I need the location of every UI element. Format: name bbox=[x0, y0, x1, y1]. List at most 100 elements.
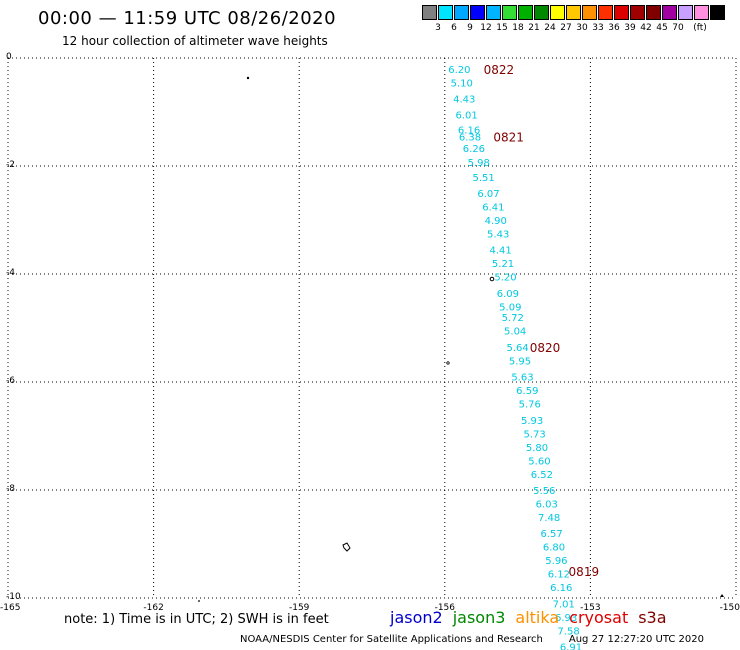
swh-value-label: 6.16 bbox=[458, 125, 480, 136]
credit-text: NOAA/NESDIS Center for Satellite Applica… bbox=[240, 634, 543, 645]
swh-value-label: 6.20 bbox=[448, 65, 470, 76]
color-scale-label: 21 bbox=[528, 23, 540, 33]
date-marks: 0822 0821 0820 0819 bbox=[484, 63, 599, 579]
color-scale-label: 18 bbox=[512, 23, 524, 33]
swh-value-label: 5.56 bbox=[533, 486, 555, 497]
date-mark-label: 0821 bbox=[493, 130, 524, 144]
island-outline bbox=[342, 542, 351, 552]
color-swatch bbox=[678, 5, 693, 20]
satellite-legend-item: s3a bbox=[638, 608, 667, 627]
island-marker bbox=[246, 76, 250, 80]
swh-value-label: 5.80 bbox=[526, 443, 548, 454]
swh-value-label: 6.52 bbox=[531, 470, 553, 481]
swh-value-label: 5.98 bbox=[468, 158, 490, 169]
color-scale-label: 36 bbox=[608, 23, 620, 33]
date-mark-label: 0819 bbox=[569, 565, 600, 579]
color-scale-label: 27 bbox=[560, 23, 572, 33]
date-mark-label: 0820 bbox=[530, 341, 561, 355]
color-swatch bbox=[630, 5, 645, 20]
satellite-legend-item: altika bbox=[515, 608, 560, 627]
footer-credit: NOAA/NESDIS Center for Satellite Applica… bbox=[240, 634, 704, 645]
color-swatch bbox=[598, 5, 613, 20]
swh-value-label: 5.04 bbox=[504, 327, 526, 338]
color-swatch bbox=[550, 5, 565, 20]
swh-value-label: 6.91 bbox=[560, 643, 582, 650]
color-swatch bbox=[470, 5, 485, 20]
satellite-legend-item: jason2 bbox=[390, 608, 443, 627]
swh-value-label: 5.10 bbox=[451, 78, 473, 89]
color-scale-label: 42 bbox=[640, 23, 652, 33]
color-swatch bbox=[438, 5, 453, 20]
color-scale-label: 15 bbox=[496, 23, 508, 33]
color-swatch bbox=[646, 5, 661, 20]
swh-value-label: 5.43 bbox=[487, 230, 509, 241]
latitude-tick-label: -2 bbox=[6, 160, 15, 170]
color-swatch bbox=[662, 5, 677, 20]
page-subtitle: 12 hour collection of altimeter wave hei… bbox=[62, 34, 328, 48]
swh-track-labels: 6.205.104.436.016.166.386.265.985.516.07… bbox=[448, 65, 582, 650]
swh-value-label: 6.57 bbox=[540, 529, 562, 540]
swh-value-label: 5.60 bbox=[528, 456, 550, 467]
latitude-tick-label: -4 bbox=[6, 268, 15, 278]
island-outlines bbox=[198, 76, 724, 602]
color-scale-label: 9 bbox=[467, 23, 473, 33]
swh-value-label: 5.64 bbox=[506, 343, 528, 354]
swh-value-label: 4.41 bbox=[489, 246, 511, 257]
color-swatch bbox=[422, 5, 437, 20]
swh-value-label: 6.38 bbox=[459, 132, 481, 143]
color-scale-label: 45 bbox=[656, 23, 668, 33]
swh-value-label: 5.95 bbox=[509, 356, 531, 367]
swh-value-label: 6.26 bbox=[463, 144, 485, 155]
swh-value-label: 6.93 bbox=[555, 613, 577, 624]
swh-value-label: 6.07 bbox=[477, 189, 499, 200]
swh-value-label: 5.51 bbox=[472, 173, 494, 184]
color-swatch bbox=[566, 5, 581, 20]
swh-value-label: 5.73 bbox=[523, 429, 545, 440]
page-title: 00:00 — 11:59 UTC 08/26/2020 bbox=[38, 8, 337, 29]
island-marker bbox=[446, 361, 450, 365]
latitude-tick-label: -8 bbox=[6, 484, 15, 494]
satellite-legend-item: cryosat bbox=[569, 608, 629, 627]
color-swatch bbox=[694, 5, 709, 20]
color-scale-label: 70 bbox=[672, 23, 684, 33]
swh-value-label: 5.76 bbox=[519, 400, 541, 411]
color-scale-label: 30 bbox=[576, 23, 588, 33]
swh-value-label: 5.96 bbox=[545, 556, 567, 567]
island-marker bbox=[198, 600, 200, 602]
swh-value-label: 6.80 bbox=[543, 543, 565, 554]
latitude-tick-labels: 0 -2 -4 -6 -8 -10 bbox=[6, 52, 21, 602]
swh-value-label: 7.48 bbox=[538, 513, 560, 524]
swh-value-label: 6.59 bbox=[516, 386, 538, 397]
map-grid bbox=[7, 57, 737, 599]
color-scale-label: 24 bbox=[544, 23, 556, 33]
longitude-tick-label: -162 bbox=[143, 603, 163, 613]
swh-value-label: 6.09 bbox=[497, 289, 519, 300]
swh-value-label: 5.20 bbox=[494, 273, 516, 284]
swh-value-label: 5.21 bbox=[492, 259, 514, 270]
swh-value-label: 6.03 bbox=[536, 500, 558, 511]
swh-value-label: 7.58 bbox=[557, 626, 579, 637]
island-outline bbox=[720, 594, 724, 597]
color-swatch bbox=[502, 5, 517, 20]
units-note: note: 1) Time is in UTC; 2) SWH is in fe… bbox=[64, 612, 329, 627]
color-scale-label: 39 bbox=[624, 23, 636, 33]
latitude-tick-label: -10 bbox=[6, 592, 21, 602]
color-scale-label: 33 bbox=[592, 23, 604, 33]
swh-value-label: 5.63 bbox=[511, 373, 533, 384]
longitude-tick-label: -150 bbox=[720, 603, 740, 613]
color-scale-label: 6 bbox=[451, 23, 457, 33]
color-scale-label: 12 bbox=[480, 23, 492, 33]
longitude-tick-label: -159 bbox=[289, 603, 310, 613]
color-swatch bbox=[534, 5, 549, 20]
generated-timestamp: Aug 27 12:27:20 UTC 2020 bbox=[568, 634, 705, 645]
swh-value-label: 7.01 bbox=[553, 599, 575, 610]
swh-value-label: 6.12 bbox=[548, 570, 570, 581]
latitude-tick-label: -6 bbox=[6, 376, 15, 386]
date-mark-label: 0822 bbox=[484, 63, 515, 77]
color-swatch bbox=[582, 5, 597, 20]
color-swatch bbox=[454, 5, 469, 20]
swh-value-label: 6.16 bbox=[550, 583, 572, 594]
swh-value-label: 6.01 bbox=[456, 111, 478, 122]
island-marker bbox=[489, 276, 495, 282]
